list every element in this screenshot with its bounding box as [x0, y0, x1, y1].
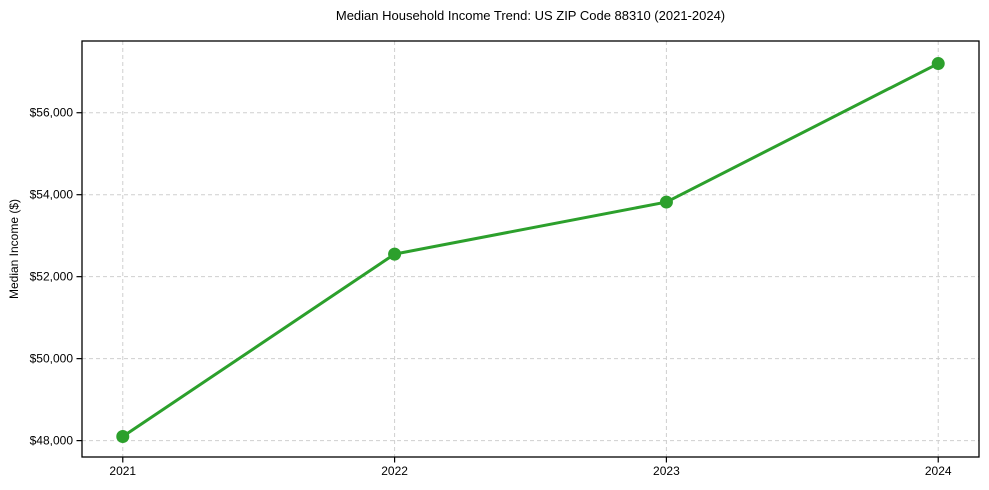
trend-line — [121, 62, 940, 439]
x-tick-label: 2022 — [381, 464, 408, 478]
plot-spines — [81, 40, 980, 458]
chart-title: Median Household Income Trend: US ZIP Co… — [335, 8, 726, 23]
x-tick-label: 2021 — [109, 464, 136, 478]
data-point-2023 — [659, 195, 673, 209]
y-tick-label: $50,000 — [30, 352, 74, 366]
x-tick-label: 2024 — [925, 464, 952, 478]
data-point-2021 — [116, 430, 130, 444]
x-tick-label: 2023 — [653, 464, 680, 478]
data-point-2022 — [388, 247, 402, 261]
y-tick-label: $48,000 — [30, 434, 74, 448]
y-tick-label: $54,000 — [30, 188, 74, 202]
data-point-2024 — [931, 57, 945, 71]
y-tick-label: $56,000 — [30, 106, 74, 120]
y-tick-label: $52,000 — [30, 270, 74, 284]
